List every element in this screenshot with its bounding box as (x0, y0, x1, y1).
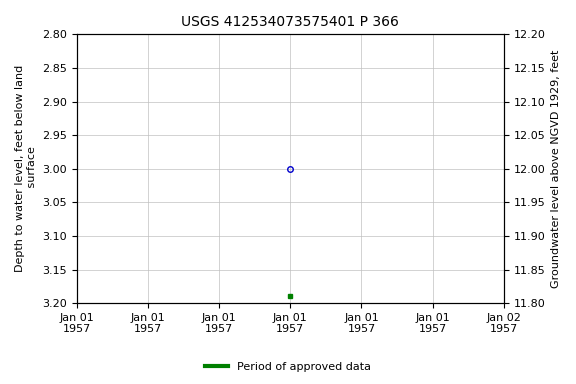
Title: USGS 412534073575401 P 366: USGS 412534073575401 P 366 (181, 15, 399, 29)
Y-axis label: Groundwater level above NGVD 1929, feet: Groundwater level above NGVD 1929, feet (551, 50, 561, 288)
Legend: Period of approved data: Period of approved data (201, 358, 375, 377)
Y-axis label: Depth to water level, feet below land
 surface: Depth to water level, feet below land su… (15, 65, 37, 272)
